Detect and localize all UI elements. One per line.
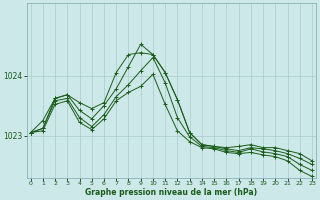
- X-axis label: Graphe pression niveau de la mer (hPa): Graphe pression niveau de la mer (hPa): [85, 188, 257, 197]
